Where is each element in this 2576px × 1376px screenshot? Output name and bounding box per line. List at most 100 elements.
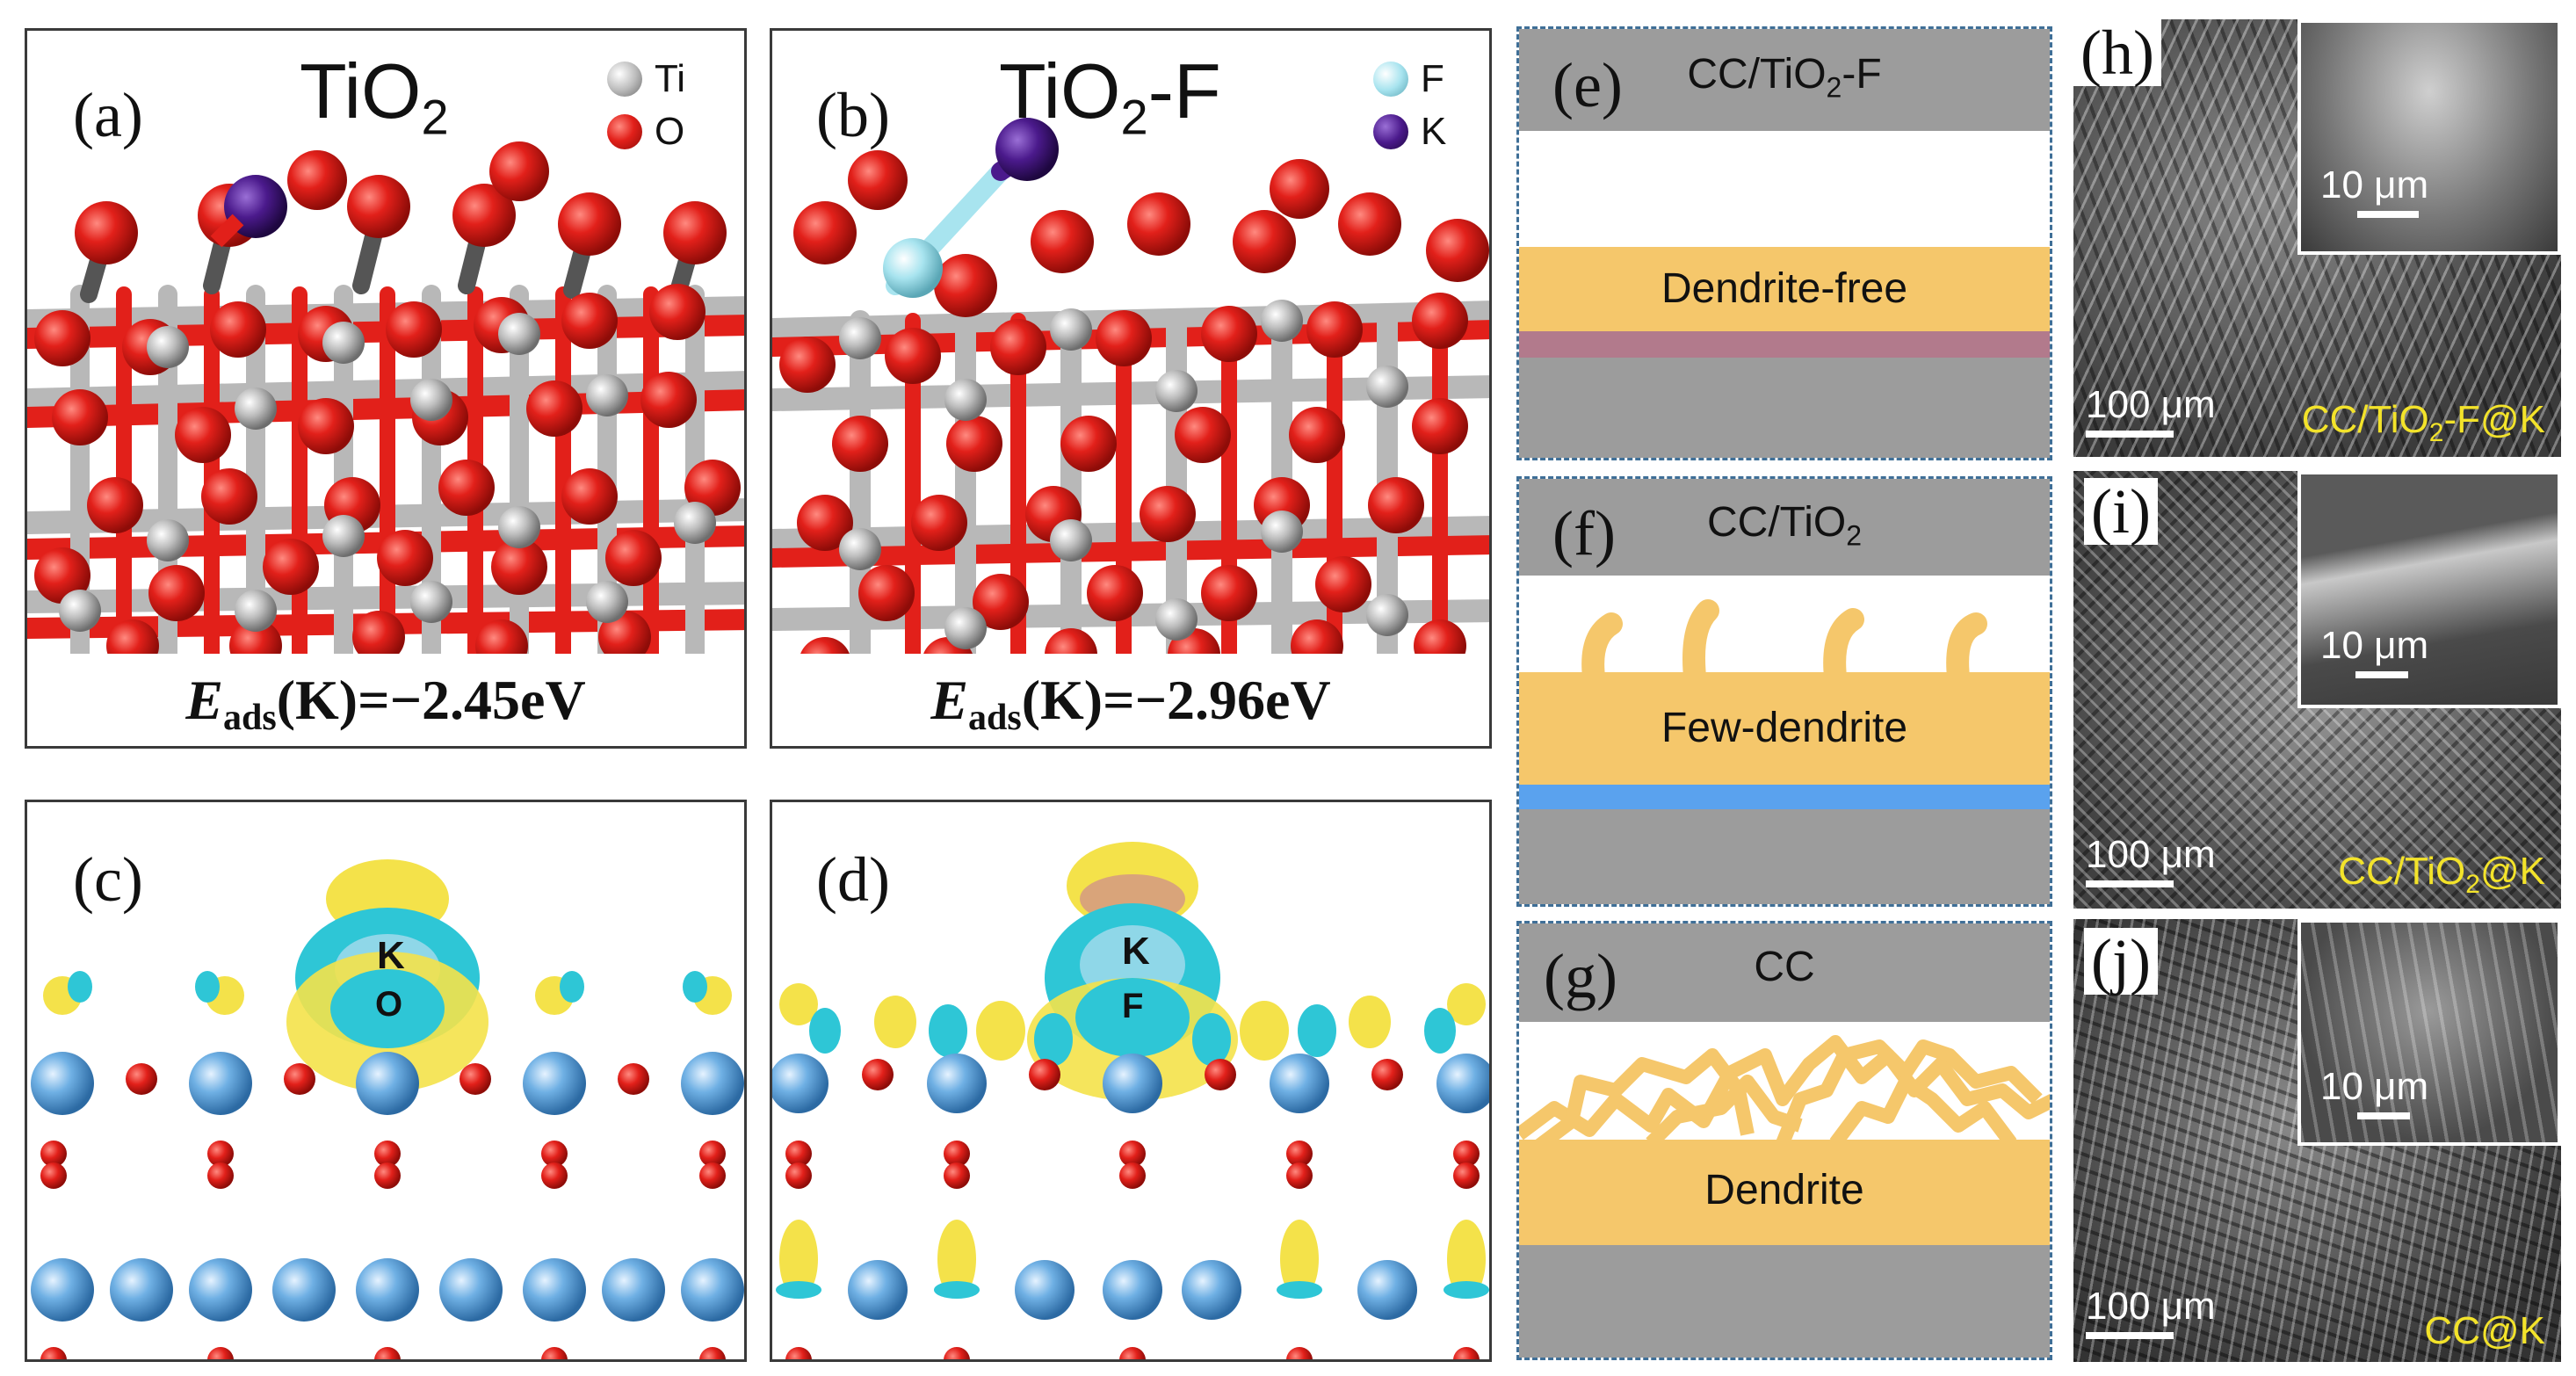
panel-g: (g) CC Dendrite [1516,921,2052,1360]
panel-d: (d) K F [770,800,1492,1362]
title-text: CC/TiO [1707,499,1847,546]
sem-inset: 10 μm [2297,471,2561,708]
adsorption-energy: Eads(K)=−2.45eV [27,654,744,746]
atom-label-top: K [377,934,405,977]
sample-text: CC/TiO [2301,398,2429,442]
dense-dendrites [1519,1035,2050,1154]
panel-label: (g) [1544,941,1617,1011]
oxygen-swatch [607,114,642,149]
sample-suffix: @K [2479,850,2545,894]
current-collector-bottom [1519,358,2050,458]
panel-label: (f) [1552,498,1616,569]
title-text: TiO [999,47,1121,134]
atom-label-top: K [1122,930,1150,973]
panel-label: (d) [816,844,890,915]
charge-density-tio2 [31,859,744,1359]
sample-subscript: 2 [2428,418,2444,447]
energy-subscript: ads [968,698,1022,738]
panel-label: (j) [2084,928,2158,995]
legend-label: K [1421,110,1447,153]
main-scale-bar: 100 μm [2086,1285,2216,1339]
scale-text: 10 μm [2320,163,2429,206]
inset-scale-bar: 10 μm [2320,163,2428,218]
sei-layer [1519,785,2050,809]
schematic-title: CC [1754,944,1815,990]
current-collector-top [1519,479,2050,576]
energy-subscript: ads [223,698,277,738]
metal-layer [1519,1140,2050,1245]
adsorption-energy: Eads(K)=−2.96eV [772,654,1489,746]
inset-scale-bar: 10 μm [2320,624,2428,678]
structure-title: TiO2-F [999,47,1221,146]
energy-symbol: E [930,669,968,731]
scale-text: 100 μm [2086,833,2216,876]
panel-label: (c) [73,844,143,915]
panel-label: (b) [816,80,890,150]
schematic-title: CC/TiO2-F [1519,50,2050,105]
layer-caption: Dendrite-free [1661,265,1908,312]
fluorine-swatch [1373,62,1408,97]
schematic-title: CC/TiO2 [1519,498,2050,553]
panel-label: (a) [73,80,143,150]
sample-label: CC@K [2424,1309,2545,1352]
sample-subscript: 2 [2465,870,2480,899]
sei-layer [1519,331,2050,358]
title-subscript: 2 [1846,519,1862,552]
panel-f: (f) CC/TiO2 Few-dendrite [1516,476,2052,907]
legend-label: F [1421,57,1444,100]
legend-label: O [655,110,685,153]
current-collector-bottom [1519,809,2050,904]
energy-symbol: E [185,669,223,731]
titanium-swatch [607,62,642,97]
current-collector-top [1519,29,2050,131]
panel-j: 10 μm (j) 100 μm CC@K [2073,919,2561,1362]
panel-label: (e) [1552,50,1623,120]
legend-label: Ti [655,57,686,100]
sem-inset: 10 μm [2297,919,2561,1146]
energy-value: (K)=−2.96eV [1021,669,1331,731]
fluorine-atom [883,238,943,298]
legend-item: O [607,110,685,154]
current-collector-top [1519,923,2050,1022]
title-suffix: -F [1842,51,1882,98]
panel-label: (h) [2073,19,2161,86]
inset-scale-bar: 10 μm [2320,1065,2428,1119]
sample-label: CC/TiO2-F@K [2302,398,2545,448]
panel-e: (e) CC/TiO2-F Dendrite-free [1516,26,2052,460]
charge-density-tio2-f [772,842,1489,1359]
title-subscript: 2 [1826,71,1842,104]
title-text: CC/TiO [1687,51,1827,98]
atom-label-bottom: O [375,985,403,1024]
title-text: TiO [300,47,422,134]
panel-i: 10 μm (i) 100 μm CC/TiO2@K [2073,471,2561,909]
few-dendrites [1581,599,1987,688]
metal-layer [1519,672,2050,785]
title-suffix: -F [1147,47,1221,134]
legend-item: K [1373,110,1446,154]
scale-text: 100 μm [2086,1285,2216,1328]
legend-item: F [1373,57,1446,101]
crystal-structure-tio2 [27,141,744,746]
crystal-structure-tio2-f [772,118,1489,690]
current-collector-bottom [1519,1245,2050,1358]
title-subscript: 2 [1120,89,1148,145]
layer-caption: Dendrite [1704,1167,1864,1213]
sample-text: CC/TiO [2338,850,2466,894]
panel-b: (b) TiO2-F F K Eads(K)=−2.96eV [770,28,1492,749]
panel-label: (i) [2084,478,2158,545]
atom-legend: F K [1373,57,1446,163]
panel-a: (a) TiO2 Ti O Eads(K)=−2.45eV [25,28,747,749]
panel-h: 10 μm (h) 100 μm CC/TiO2-F@K [2073,19,2561,457]
main-scale-bar: 100 μm [2086,833,2216,887]
main-scale-bar: 100 μm [2086,383,2216,438]
scale-text: 100 μm [2086,383,2216,426]
potassium-atom [995,118,1059,181]
structure-title: TiO2 [300,47,449,146]
panel-c: (c) K O [25,800,747,1362]
legend-item: Ti [607,57,685,101]
atom-label-bottom: F [1122,987,1144,1025]
atom-legend: Ti O [607,57,685,163]
layer-caption: Few-dendrite [1661,705,1908,751]
sample-suffix: -F@K [2443,398,2545,442]
sample-label: CC/TiO2@K [2338,850,2545,900]
